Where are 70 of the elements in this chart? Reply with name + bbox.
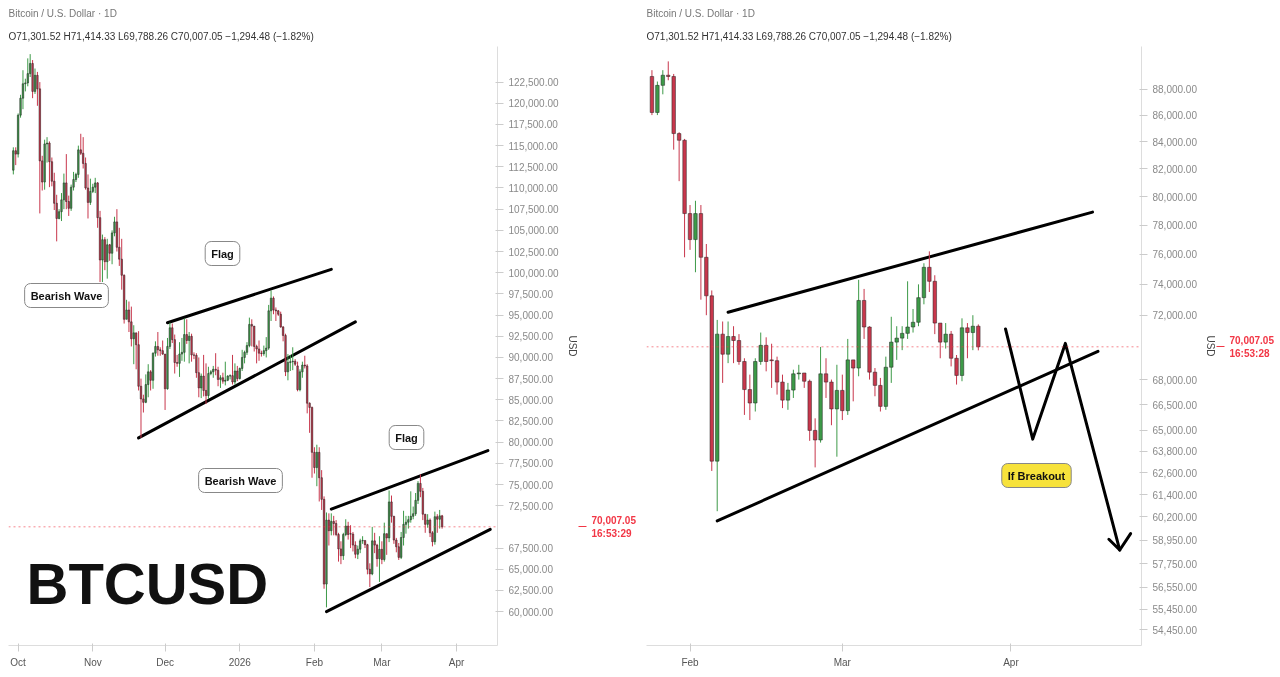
annotation: Flag: [211, 247, 234, 260]
ref-line-label: 70,007.05 16:53:29: [591, 514, 637, 539]
y-tick-label: 88,000.00: [1152, 84, 1198, 96]
y-tick-label: 57,750.00: [1152, 558, 1198, 570]
y-tick-label: 117,500.00: [508, 119, 559, 131]
chart-title: Bitcoin / U.S. Dollar · 1D: [8, 7, 117, 19]
y-tick-label: 58,950.00: [1152, 535, 1198, 547]
y-tick-label: 62,500.00: [508, 585, 554, 597]
y-tick-label: 86,000.00: [1152, 110, 1198, 122]
x-tick-label: Mar: [373, 656, 392, 668]
y-tick-label: 80,000.00: [508, 437, 554, 449]
x-tick-label: Apr: [1003, 656, 1020, 668]
y-tick-label: 76,000.00: [1152, 249, 1198, 261]
y-tick-label: 61,400.00: [1152, 489, 1198, 501]
y-tick-label: 60,200.00: [1152, 511, 1198, 523]
y-tick-label: 72,000.00: [1152, 310, 1198, 322]
annotation: BTCUSD: [26, 550, 269, 616]
y-tick-label: 87,500.00: [508, 373, 554, 385]
y-tick-label: 102,500.00: [508, 246, 559, 258]
y-tick-label: 122,500.00: [508, 77, 559, 89]
chart-subtitle: O71,301.52 H71,414.33 L69,788.26 C70,007.05 −1,294.48 (−1.82%): [646, 30, 952, 42]
y-tick-label: 82,000.00: [1152, 163, 1198, 175]
y-tick-label: 74,000.00: [1152, 279, 1198, 291]
x-tick-label: 2026: [228, 656, 252, 668]
y-tick-label: 107,500.00: [508, 204, 559, 216]
y-tick-label: 67,500.00: [508, 543, 554, 555]
y-tick-label: 60,000.00: [508, 606, 554, 618]
x-tick-label: Feb: [305, 656, 324, 668]
y-tick-label: 56,550.00: [1152, 582, 1198, 594]
x-tick-label: Dec: [156, 656, 174, 668]
y-tick-label: 62,600.00: [1152, 467, 1198, 479]
y-tick-label: 78,000.00: [1152, 220, 1198, 232]
chart-subtitle: O71,301.52 H71,414.33 L69,788.26 C70,007.05 −1,294.48 (−1.82%): [8, 30, 314, 42]
annotation: Flag: [395, 431, 418, 444]
x-tick-label: Nov: [83, 656, 102, 668]
x-tick-label: Feb: [681, 656, 700, 668]
y-tick-label: 85,000.00: [508, 394, 554, 406]
y-tick-label: 68,000.00: [1152, 374, 1198, 386]
y-axis-title: USD: [566, 335, 578, 357]
y-tick-label: 54,450.00: [1152, 624, 1198, 636]
annotation: If Breakout: [1007, 469, 1066, 482]
y-tick-label: 55,450.00: [1152, 604, 1198, 616]
y-tick-label: 110,000.00: [508, 182, 559, 194]
y-tick-label: 72,500.00: [508, 500, 554, 512]
y-tick-label: 115,000.00: [508, 140, 559, 152]
chart-title: Bitcoin / U.S. Dollar · 1D: [646, 7, 755, 19]
x-tick-label: Apr: [448, 656, 465, 668]
y-tick-label: 63,800.00: [1152, 446, 1198, 458]
y-tick-label: 90,000.00: [508, 352, 554, 364]
y-tick-label: 120,000.00: [508, 98, 559, 110]
y-tick-label: 97,500.00: [508, 288, 554, 300]
x-tick-label: Mar: [833, 656, 852, 668]
y-tick-label: 95,000.00: [508, 310, 554, 322]
y-tick-label: 92,500.00: [508, 331, 554, 343]
x-tick-label: Oct: [10, 656, 27, 668]
annotation: Bearish Wave: [204, 474, 277, 487]
ref-line-label: 70,007.05 16:53:28: [1229, 334, 1275, 359]
y-tick-label: 75,000.00: [508, 479, 554, 491]
y-tick-label: 82,500.00: [508, 415, 554, 427]
y-tick-label: 112,500.00: [508, 161, 559, 173]
y-tick-label: 105,000.00: [508, 225, 559, 237]
y-tick-label: 65,000.00: [1152, 425, 1198, 437]
y-tick-label: 77,500.00: [508, 458, 554, 470]
y-tick-label: 100,000.00: [508, 267, 559, 279]
y-tick-label: 80,000.00: [1152, 191, 1198, 203]
y-tick-label: 84,000.00: [1152, 136, 1198, 148]
y-tick-label: 65,000.00: [508, 564, 554, 576]
y-axis-title: USD: [1204, 335, 1216, 357]
y-tick-label: 66,500.00: [1152, 399, 1198, 411]
annotation: Bearish Wave: [30, 289, 103, 302]
